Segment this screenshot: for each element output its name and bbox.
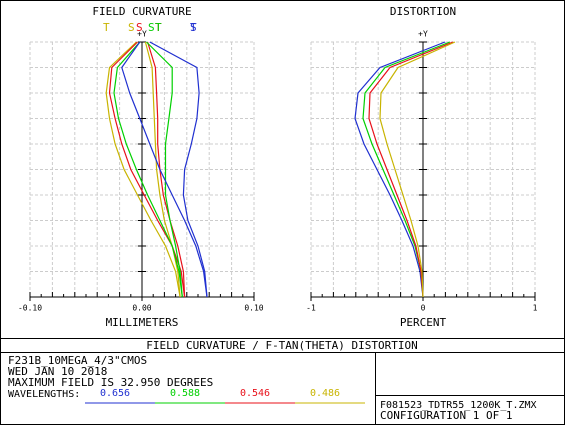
chart-title: FIELD CURVATURE xyxy=(92,5,191,18)
footer-line: MAXIMUM FIELD IS 32.950 DEGREES xyxy=(8,376,213,389)
footer-title: FIELD CURVATURE / F-TAN(THETA) DISTORTIO… xyxy=(146,339,418,352)
x-axis-label: PERCENT xyxy=(400,316,447,329)
x-tick-label: 1 xyxy=(533,304,538,313)
legend-entry: 0.486 xyxy=(310,388,340,399)
curve xyxy=(368,41,454,298)
curve xyxy=(121,41,208,298)
x-tick-label: 0.00 xyxy=(132,304,151,313)
x-axis-label: MILLIMETERS xyxy=(106,316,179,329)
y-axis-label: +Y xyxy=(137,30,147,39)
chart-title: DISTORTION xyxy=(390,5,456,18)
legend-entry: S xyxy=(136,21,143,34)
legend-entry: S xyxy=(190,21,197,34)
x-tick-label: -0.10 xyxy=(18,304,42,313)
legend-entry: 0.546 xyxy=(240,388,270,399)
legend-entry: T xyxy=(190,21,197,34)
legend-entry: 0.588 xyxy=(170,388,200,399)
legend-entry: 0.656 xyxy=(100,388,130,399)
x-tick-label: -1 xyxy=(306,304,316,313)
curve xyxy=(113,41,183,298)
curve xyxy=(379,41,456,298)
file-name: F081523_TDTR55_1200K_T.ZMX xyxy=(380,400,537,411)
x-tick-label: 0 xyxy=(421,304,426,313)
legend-entry: S xyxy=(148,21,155,34)
curve xyxy=(354,41,446,298)
curve xyxy=(105,41,181,298)
wavelengths-label: WAVELENGTHS: xyxy=(8,389,80,400)
legend-entry: T xyxy=(103,21,110,34)
legend-entry: T xyxy=(155,21,162,34)
legend-entry: T xyxy=(155,21,162,34)
x-tick-label: 0.10 xyxy=(244,304,263,313)
curve xyxy=(149,41,208,298)
footer-line: WED JAN 10 2018 xyxy=(8,365,107,378)
curve xyxy=(108,41,186,298)
curve xyxy=(146,41,183,298)
configuration: CONFIGURATION 1 OF 1 xyxy=(380,409,512,422)
y-axis-label: +Y xyxy=(418,30,428,39)
legend-entry: S xyxy=(128,21,135,34)
footer-line: F231B_10MEGA_4/3"CMOS xyxy=(8,354,147,367)
